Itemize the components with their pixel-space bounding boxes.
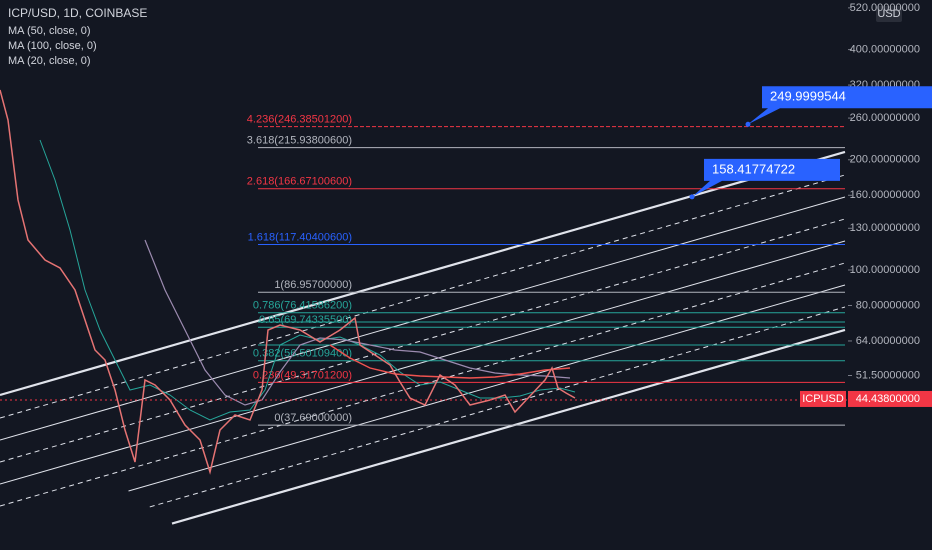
fib-label: 0(37.69000000) [274,412,352,424]
indicator: MA (50, close, 0) [8,25,91,37]
callout-box [748,86,932,125]
tick-label: 51.50000000 [856,369,920,381]
price-tag-name: ICPUSD [802,393,844,405]
indicator: MA (20, close, 0) [8,55,91,67]
channel-line [0,150,846,397]
tick-label: 520.00000000 [850,2,920,14]
tick-label: 80.00000000 [856,299,920,311]
tick-label: 200.00000000 [850,154,920,166]
currency-badge[interactable] [876,6,902,22]
tick-label: 64.00000000 [856,335,920,347]
channel-line [171,328,846,525]
channel-line [0,240,846,485]
callout-label: 249.9999544 [770,89,846,104]
ma-50 [144,239,571,406]
channel-line [0,174,846,419]
tick-label: 130.00000000 [850,222,920,234]
fib-label: 3.618(215.93800600) [247,135,352,147]
fib-label: 2.618(166.67100600) [247,176,352,188]
channel-line [149,306,846,508]
fib-label: 1(86.95700000) [274,279,352,291]
price-tag-value: 44.43800000 [856,393,920,405]
currency: USD [877,8,900,20]
channel [0,150,846,525]
callout-box [692,158,840,197]
tick-label: 260.00000000 [850,112,920,124]
tick-label: 100.00000000 [850,264,920,276]
fib-label: 4.236(246.38501200) [247,114,352,126]
price [0,89,576,475]
fib-label: 1.618(117.40400600) [248,231,352,243]
callout-label: 158.41774722 [712,161,795,176]
fib-label: 0.236(49.31701200) [253,369,352,381]
indicator: MA (100, close, 0) [8,40,97,52]
fib-label: 0.786(76.41586200) [253,300,352,312]
tick-label: 400.00000000 [850,43,920,55]
ma-20 [39,139,576,421]
channel-line [0,262,846,507]
ma-100 [329,344,571,379]
name-tag [800,390,846,407]
price-tag [848,390,932,407]
tick-label: 160.00000000 [850,189,920,201]
symbol: ICP/USD, 1D, COINBASE [8,6,147,20]
fib-label: 0.65(69.74335500) [259,314,352,326]
channel-line [0,218,846,463]
channel-line [128,284,846,492]
channel-line [0,196,846,441]
